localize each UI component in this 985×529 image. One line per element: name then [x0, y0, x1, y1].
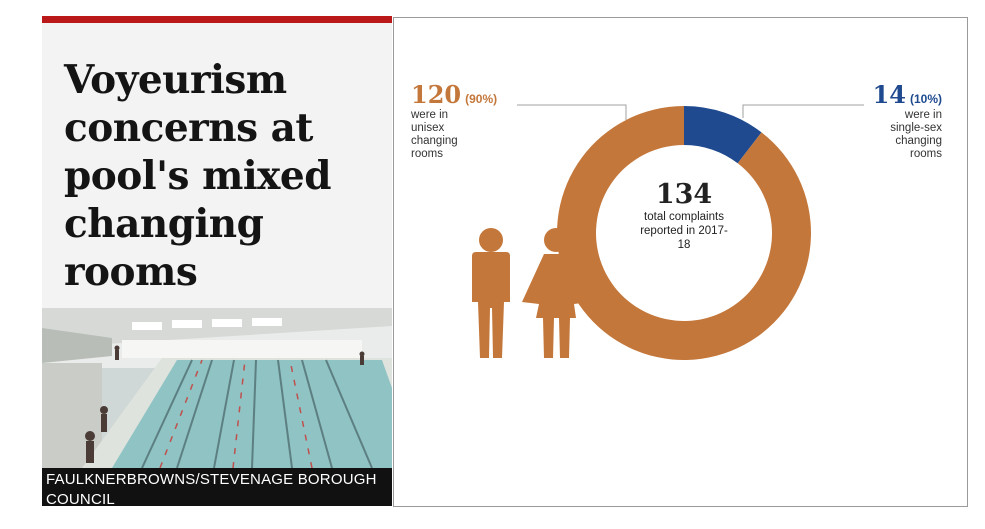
single-sex-leader-line [742, 104, 864, 118]
woman-icon [522, 228, 590, 358]
unisex-label: were in unisex changing rooms [411, 109, 458, 160]
brand-bar [42, 16, 392, 23]
headline: Voyeurism concerns at pool's mixed chang… [64, 57, 332, 295]
photo-caption: FAULKNERBROWNS/STEVENAGE BOROUGH COUNCIL [42, 468, 392, 508]
donut-chart [472, 104, 864, 360]
unisex-leader-line [517, 104, 627, 120]
single-sex-slice [684, 106, 762, 164]
man-icon [472, 228, 510, 358]
total-value: 134 [655, 179, 713, 210]
unisex-value: 120 [411, 80, 462, 109]
pool-photo [42, 308, 392, 468]
unisex-callout: 120 (90%) were in unisex changing rooms [411, 80, 531, 161]
single-sex-value: 14 [872, 80, 906, 109]
news-card[interactable]: Voyeurism concerns at pool's mixed chang… [42, 16, 392, 508]
single-sex-label: were in single-sex changing rooms [890, 109, 942, 160]
total-label: 134 total complaints reported in 2017-18 [634, 180, 734, 252]
single-sex-callout: 14 (10%) were in single-sex changing room… [824, 80, 942, 161]
photo-credit: FAULKNERBROWNS/STEVENAGE BOROUGH COUNCIL [46, 471, 377, 508]
single-sex-percent: (10%) [909, 92, 942, 106]
total-description: total complaints reported in 2017-18 [640, 211, 728, 251]
infographic-panel: 120 (90%) were in unisex changing rooms 1… [393, 17, 968, 507]
unisex-slice [557, 106, 811, 360]
pool-illustration [42, 308, 392, 468]
unisex-percent: (90%) [465, 92, 498, 106]
